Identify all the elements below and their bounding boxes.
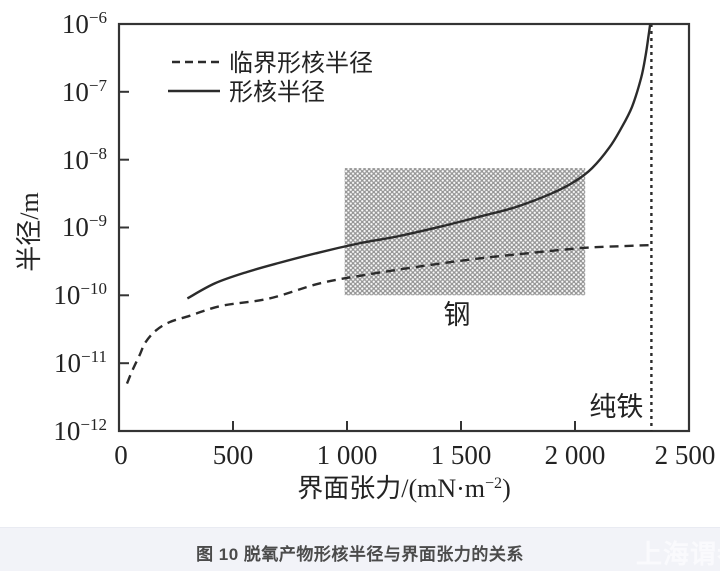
y-axis-ticks (119, 90, 129, 365)
y-tick-label: 10−7 (62, 76, 108, 107)
y-tick-label: 10−6 (62, 8, 107, 39)
legend-label-radius: 形核半径 (229, 79, 325, 106)
x-axis-labels: 0 500 1 000 1 500 2 000 2 500 (114, 440, 715, 470)
y-tick-label: 10−10 (53, 279, 107, 310)
x-tick-label: 500 (213, 440, 254, 470)
y-axis-labels: 10−6 10−7 10−8 10−9 10−10 10−11 10−12 (53, 8, 107, 446)
y-tick-label: 10−9 (62, 211, 107, 242)
steel-region (344, 168, 586, 296)
y-tick-label: 10−12 (53, 415, 107, 446)
x-axis-ticks (232, 421, 576, 431)
x-axis-title: 界面张力/(mN·m−2) (297, 474, 510, 503)
radius-curve (186, 23, 652, 300)
legend-label-critical: 临界形核半径 (229, 50, 373, 77)
x-tick-label: 2 000 (545, 440, 606, 470)
y-tick-label: 10−11 (54, 347, 107, 378)
pure-iron-label: 纯铁 (589, 392, 643, 422)
x-tick-label: 1 000 (317, 440, 378, 470)
y-tick-label: 10−8 (62, 144, 107, 175)
steel-label: 钢 (444, 300, 471, 330)
legend: 临界形核半径 形核半径 (168, 50, 373, 106)
watermark-text: 上海谓参 (636, 539, 720, 569)
radius-tension-chart: 10−6 10−7 10−8 10−9 10−10 10−11 10−12 0 … (15, 8, 715, 503)
x-tick-label: 1 500 (431, 440, 492, 470)
figure-caption: 图 10 脱氧产物形核半径与界面张力的关系 (196, 545, 524, 564)
y-axis-title: 半径/m (15, 192, 44, 271)
x-tick-label: 0 (114, 440, 128, 470)
caption-bar: 图 10 脱氧产物形核半径与界面张力的关系 上海谓参 (0, 527, 720, 571)
x-tick-label: 2 500 (655, 440, 716, 470)
critical-radius-curve (125, 243, 651, 385)
